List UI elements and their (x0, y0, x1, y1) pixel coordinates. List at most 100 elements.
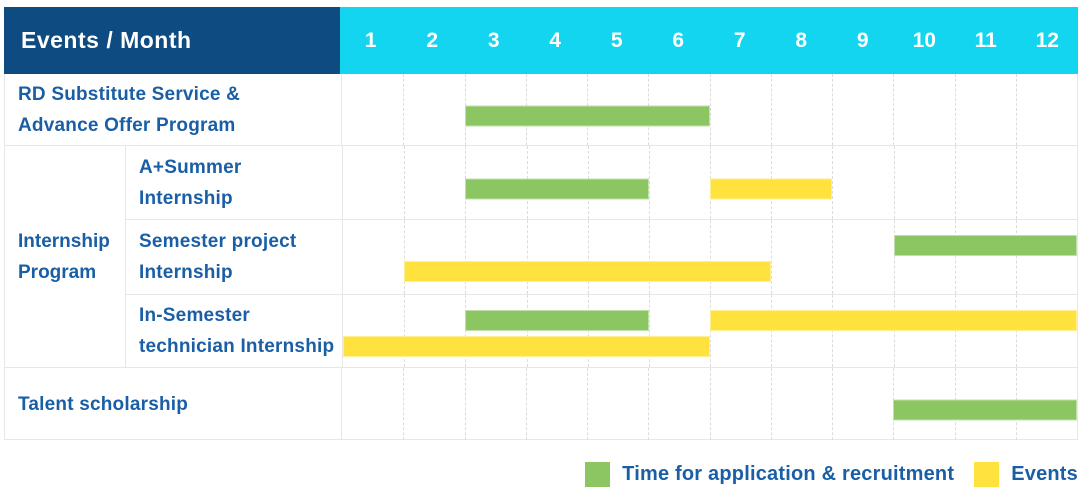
month-gridline (587, 220, 589, 294)
month-header-cell: 6 (672, 28, 685, 52)
row-label-talent-scholarship: Talent scholarship (5, 368, 341, 440)
group-label-text: Internship Program (18, 230, 110, 283)
legend-label-recruitment: Time for application & recruitment (622, 462, 955, 485)
month-gridline (770, 74, 772, 145)
month-gridline (709, 368, 711, 440)
month-gridline (832, 74, 833, 145)
month-gridline (893, 146, 895, 219)
schedule-gantt-table: Events / Month 1 2 3 4 5 6 7 8 9 10 11 12 RD Substi… (4, 7, 1078, 440)
events-month-title: Events / Month (21, 27, 192, 53)
gantt-bar-event (343, 336, 710, 357)
gantt-bar-recruitment (464, 105, 710, 126)
month-gridline (710, 295, 711, 367)
month-gridline (709, 74, 711, 145)
month-gridline (403, 368, 405, 440)
month-gridline (893, 74, 895, 145)
month-header-cell: 12 (1035, 28, 1059, 52)
month-header-cell: 4 (549, 28, 562, 52)
month-gridline (954, 295, 956, 367)
month-gridline (525, 368, 527, 440)
month-gridline (1015, 295, 1017, 367)
events-swatch (974, 461, 1000, 487)
month-gridline (954, 220, 956, 294)
month-gridline (465, 220, 467, 294)
month-header-cell: 3 (487, 28, 500, 52)
month-header-cell: 5 (610, 28, 623, 52)
recruitment-swatch (585, 461, 611, 487)
row-label-text: Semester project Internship (139, 231, 297, 283)
gantt-bar-event (710, 310, 1077, 331)
month-gridline (648, 146, 650, 219)
row-chart-area-semester-project (342, 220, 1077, 294)
month-gridline (404, 146, 406, 219)
month-gridline (1015, 74, 1017, 145)
legend: Time for application & recruitment Event… (585, 461, 1078, 487)
month-gridline (832, 295, 834, 367)
row-label-in-semester-technician: In-Semester technician Internship (126, 295, 342, 367)
month-gridline (404, 295, 406, 367)
month-gridline (648, 220, 650, 294)
table-row-talent-scholarship: Talent scholarship (5, 367, 1077, 440)
row-label-text: Talent scholarship (18, 393, 189, 415)
gantt-bar-event (710, 178, 833, 199)
month-gridline (893, 220, 895, 294)
row-label-semester-project: Semester project Internship (126, 220, 342, 294)
month-gridline (403, 74, 405, 145)
month-gridline (648, 368, 650, 440)
month-header-cell: 9 (856, 28, 869, 52)
table-row-semester-project: Semester project Internship (125, 219, 1077, 294)
month-gridline (771, 220, 773, 294)
row-label-a-plus-summer: A+Summer Internship (126, 146, 342, 219)
month-gridline (464, 368, 466, 440)
month-gridline (648, 295, 650, 367)
table-body: RD Substitute Service & Advance Offer Pro… (4, 74, 1078, 440)
row-label-text: RD Substitute Service & Advance Offer Pro… (18, 83, 241, 136)
month-gridline (770, 368, 772, 440)
internship-program-group-rows: A+Summer Internship Semester project Inter… (125, 146, 1077, 367)
month-gridline (893, 295, 895, 367)
row-chart-area-in-semester-technician (342, 295, 1077, 367)
gantt-bar-recruitment (893, 399, 1077, 421)
row-chart-area-talent-scholarship (341, 368, 1077, 440)
legend-item-events: Events (974, 461, 1078, 487)
month-gridline (1015, 146, 1017, 219)
month-gridline (771, 295, 773, 367)
gantt-bar-recruitment (893, 235, 1077, 256)
gantt-bar-recruitment (465, 178, 649, 199)
table-row-in-semester-technician: In-Semester technician Internship (125, 294, 1077, 367)
row-chart-area-a-plus-summer (342, 146, 1077, 219)
table-row-rd-substitute: RD Substitute Service & Advance Offer Pro… (5, 74, 1077, 145)
legend-label-events: Events (1011, 462, 1078, 485)
month-gridline (587, 368, 588, 440)
month-gridline (710, 220, 711, 294)
month-gridline (587, 295, 589, 367)
month-gridline (832, 220, 834, 294)
month-gridline (954, 146, 956, 219)
row-label-text: In-Semester technician Internship (139, 305, 335, 357)
month-header-row: 1 2 3 4 5 6 7 8 9 10 11 12 (340, 7, 1078, 74)
month-header-cell: 10 (912, 28, 936, 52)
month-gridline (832, 146, 834, 219)
month-gridline (832, 368, 833, 440)
month-gridline (404, 220, 406, 294)
month-header-cell: 11 (974, 28, 997, 52)
row-chart-area-rd-substitute (341, 74, 1077, 145)
month-header-cell: 2 (426, 28, 439, 52)
table-header-row: Events / Month 1 2 3 4 5 6 7 8 9 10 11 12 (4, 7, 1078, 74)
row-label-text: A+Summer Internship (139, 156, 242, 209)
legend-item-recruitment: Time for application & recruitment (585, 461, 955, 487)
month-gridline (526, 295, 528, 367)
month-gridline (526, 220, 528, 294)
internship-program-group-label-cell: Internship Program (5, 146, 125, 367)
row-label-rd-substitute: RD Substitute Service & Advance Offer Pro… (5, 74, 341, 145)
table-row-a-plus-summer: A+Summer Internship (125, 146, 1077, 219)
month-gridline (465, 295, 467, 367)
gantt-bar-recruitment (465, 310, 649, 331)
month-header-cell: 8 (795, 28, 808, 52)
month-gridline (954, 74, 956, 145)
month-gridline (1015, 220, 1017, 294)
gantt-bar-event (404, 261, 772, 282)
month-header-cell: 7 (733, 28, 746, 52)
events-month-header-cell: Events / Month (4, 7, 340, 74)
month-header-cell: 1 (364, 28, 377, 52)
